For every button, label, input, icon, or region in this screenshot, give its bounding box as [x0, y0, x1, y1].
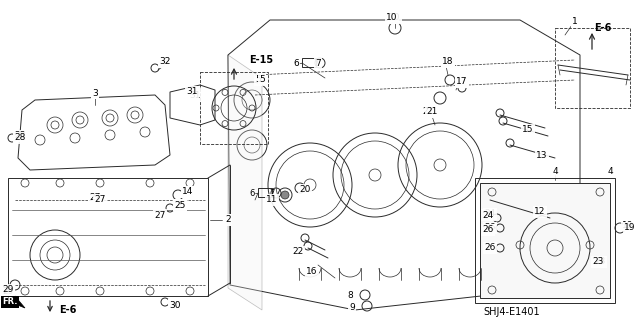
Text: 27: 27 [154, 211, 166, 219]
Text: E-6: E-6 [60, 305, 77, 315]
Text: 31: 31 [189, 91, 201, 100]
Text: 30: 30 [169, 300, 180, 309]
Circle shape [281, 191, 289, 199]
Text: 26: 26 [484, 224, 496, 233]
Text: 29: 29 [3, 287, 13, 296]
Text: 19: 19 [624, 224, 636, 233]
Text: 25: 25 [174, 201, 186, 210]
Text: 17: 17 [456, 78, 468, 86]
Text: 17: 17 [456, 78, 468, 86]
Text: 24: 24 [484, 210, 495, 219]
Text: 7: 7 [314, 58, 319, 68]
Bar [555, 28, 630, 108]
Text: 2: 2 [225, 216, 231, 225]
Text: 10: 10 [389, 13, 401, 23]
Text: 6: 6 [293, 58, 299, 68]
Text: 18: 18 [442, 57, 454, 66]
Bar [258, 188, 272, 197]
Bar [475, 178, 615, 303]
Text: 1: 1 [572, 18, 578, 26]
Text: 22: 22 [292, 248, 303, 256]
Text: 21: 21 [422, 108, 434, 116]
Text: 15: 15 [522, 125, 534, 135]
Text: 19: 19 [622, 220, 634, 229]
Text: 5: 5 [255, 76, 261, 85]
Text: 20: 20 [300, 186, 310, 195]
Text: 29: 29 [3, 286, 13, 294]
Text: 28: 28 [14, 133, 26, 143]
Text: 28: 28 [14, 131, 26, 140]
Text: 27: 27 [90, 194, 100, 203]
Text: 8: 8 [347, 291, 353, 300]
Text: 1: 1 [572, 18, 578, 26]
Text: 7: 7 [269, 189, 275, 197]
Text: 3: 3 [92, 88, 98, 98]
Text: 26: 26 [483, 226, 493, 234]
Text: 32: 32 [159, 57, 171, 66]
Text: 18: 18 [442, 57, 454, 66]
Text: E-6: E-6 [595, 23, 612, 33]
Text: SHJ4-E1401: SHJ4-E1401 [484, 307, 540, 317]
Text: 2: 2 [225, 216, 231, 225]
Text: 13: 13 [536, 151, 548, 160]
Text: 31: 31 [186, 87, 198, 97]
Text: 4: 4 [607, 167, 613, 176]
Polygon shape [228, 55, 262, 310]
Text: 26: 26 [484, 243, 496, 253]
Polygon shape [5, 295, 25, 308]
Text: 10: 10 [387, 13, 397, 23]
Text: 4: 4 [552, 167, 558, 176]
Bar [302, 58, 316, 67]
Text: 6: 6 [250, 189, 255, 197]
Text: 24: 24 [483, 211, 493, 219]
Text: 27: 27 [94, 196, 106, 204]
Text: 25: 25 [174, 201, 186, 210]
Text: 23: 23 [595, 257, 605, 266]
Text: 9: 9 [349, 303, 355, 313]
Text: 21: 21 [426, 108, 438, 116]
Text: 3: 3 [92, 88, 98, 98]
Text: 7: 7 [315, 58, 321, 68]
Text: 6: 6 [293, 58, 299, 68]
Text: 5: 5 [259, 76, 265, 85]
Bar [200, 72, 268, 144]
Text: 14: 14 [182, 188, 194, 197]
Text: E-15: E-15 [249, 55, 273, 65]
Text: 32: 32 [159, 57, 171, 66]
Text: 14: 14 [182, 188, 194, 197]
Text: 23: 23 [592, 257, 604, 266]
Text: 16: 16 [307, 268, 317, 277]
Text: 11: 11 [266, 196, 278, 204]
Text: 30: 30 [169, 300, 180, 309]
Bar [8, 178, 208, 296]
Text: FR.: FR. [3, 298, 18, 307]
Text: 12: 12 [534, 207, 546, 217]
Polygon shape [480, 183, 610, 298]
